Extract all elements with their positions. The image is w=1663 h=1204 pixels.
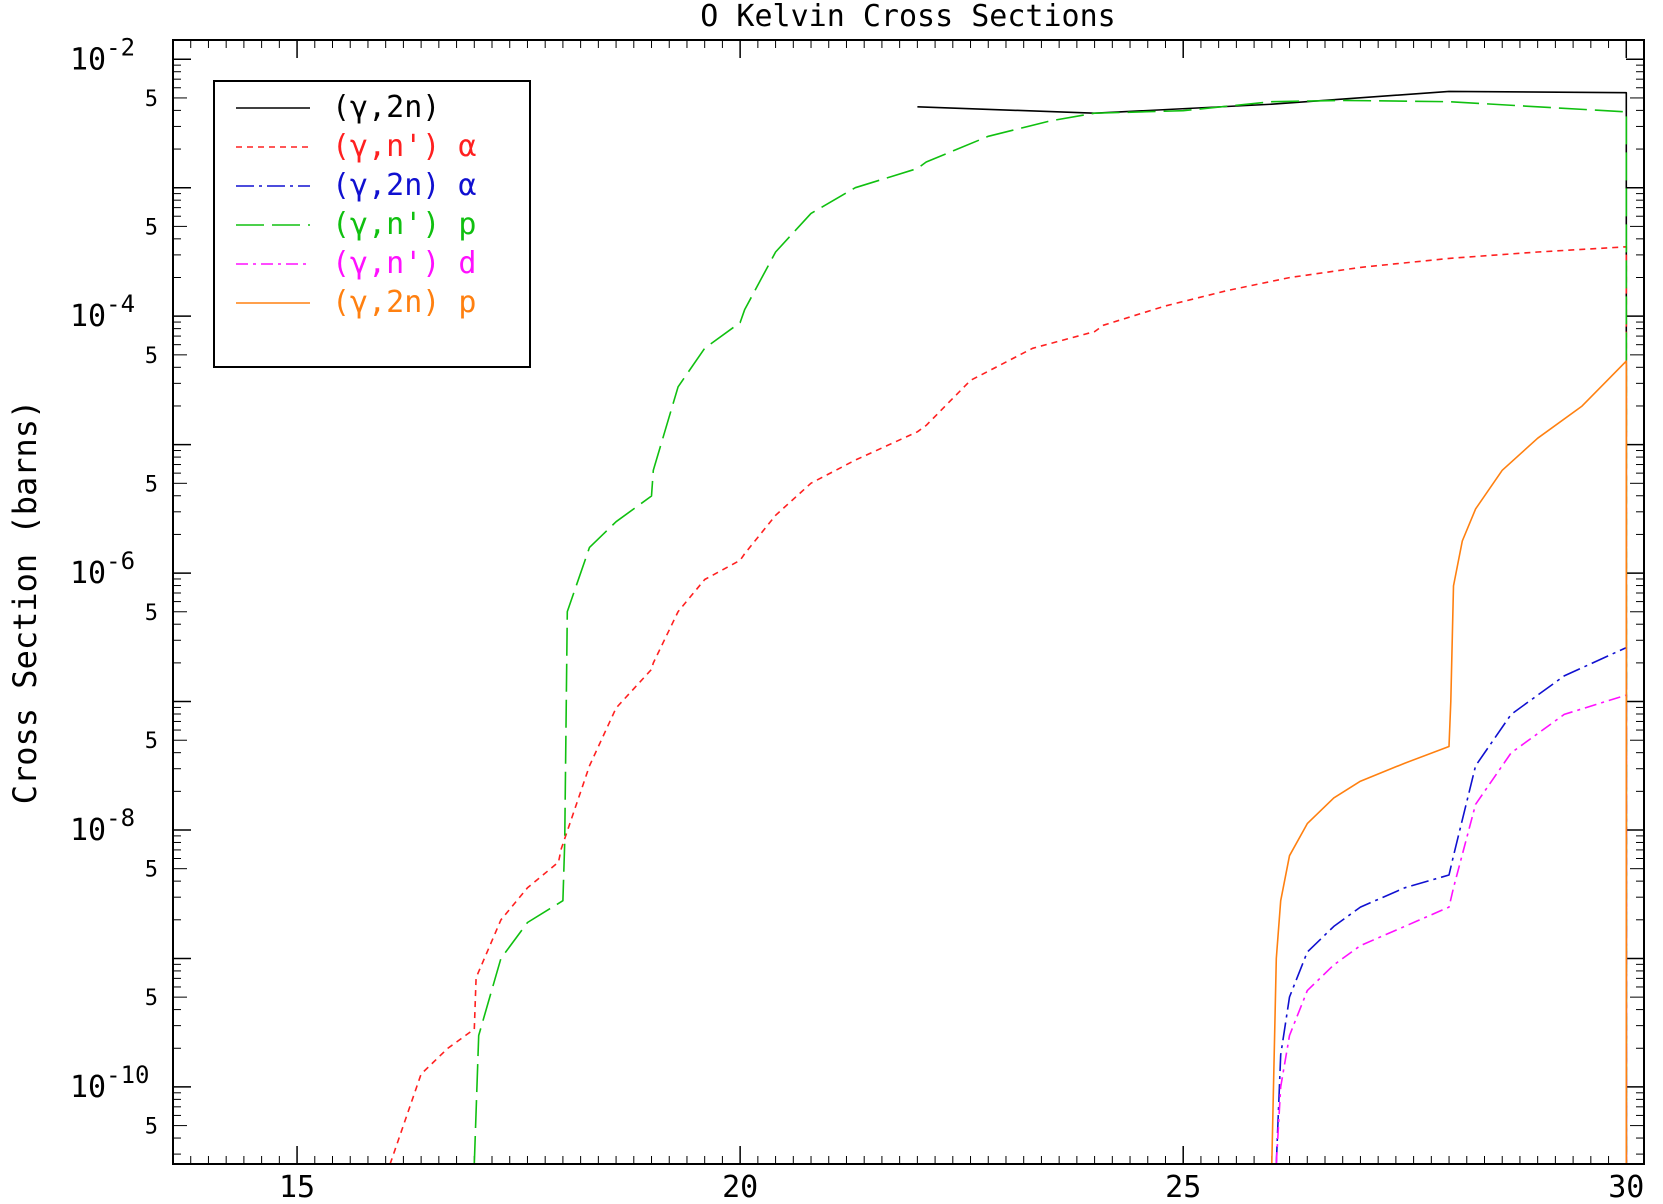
y-minor-tick-label: 5: [145, 601, 158, 626]
y-minor-tick-label: 5: [145, 215, 158, 240]
series-line-1: [390, 247, 1626, 1204]
y-minor-tick-label: 5: [145, 344, 158, 369]
x-tick-label: 20: [722, 1170, 758, 1204]
legend-label-1: (γ,n') α: [332, 129, 477, 164]
series-line-5: [1272, 361, 1627, 1204]
y-tick-label: 10-10: [70, 1061, 149, 1105]
y-tick-exponent: -10: [106, 1061, 149, 1089]
y-tick-base: 10: [70, 556, 106, 591]
series-line-4: [1276, 695, 1626, 1204]
y-minor-tick-label: 5: [145, 472, 158, 497]
y-tick-label: 10-4: [70, 290, 135, 334]
y-tick-exponent: -4: [106, 290, 135, 318]
y-tick-label: 10-2: [70, 33, 135, 77]
legend-label-5: (γ,2n) p: [332, 285, 477, 320]
y-tick-base: 10: [70, 1070, 106, 1105]
y-tick-exponent: -6: [106, 547, 135, 575]
legend-label-2: (γ,2n) α: [332, 168, 477, 203]
y-tick-exponent: -2: [106, 33, 135, 61]
y-minor-tick-label: 5: [145, 1115, 158, 1140]
series-line-0: [917, 91, 1626, 1204]
y-tick-base: 10: [70, 299, 106, 334]
x-tick-label: 30: [1608, 1170, 1644, 1204]
x-tick-label: 25: [1165, 1170, 1201, 1204]
y-minor-tick-label: 5: [145, 729, 158, 754]
y-axis-label: Cross Section (barns): [6, 400, 44, 805]
y-tick-base: 10: [70, 813, 106, 848]
chart-title: O Kelvin Cross Sections: [700, 0, 1115, 34]
legend-label-3: (γ,n') p: [332, 207, 477, 242]
y-tick-exponent: -8: [106, 804, 135, 832]
series-line-3: [474, 100, 1626, 1204]
legend-label-4: (γ,n') d: [332, 246, 477, 281]
x-tick-label: 15: [279, 1170, 315, 1204]
series-layer: [390, 91, 1626, 1204]
legend-label-0: (γ,2n): [332, 90, 440, 125]
y-tick-label: 10-8: [70, 804, 135, 848]
y-minor-tick-label: 5: [145, 87, 158, 112]
y-tick-label: 10-6: [70, 547, 135, 591]
legend: (γ,2n) (γ,n') α (γ,2n) α (γ,n') p (γ,n') d (γ…: [214, 81, 530, 367]
y-tick-base: 10: [70, 42, 106, 77]
y-minor-tick-label: 5: [145, 986, 158, 1011]
y-minor-tick-label: 5: [145, 858, 158, 883]
series-line-2: [1276, 648, 1626, 1204]
